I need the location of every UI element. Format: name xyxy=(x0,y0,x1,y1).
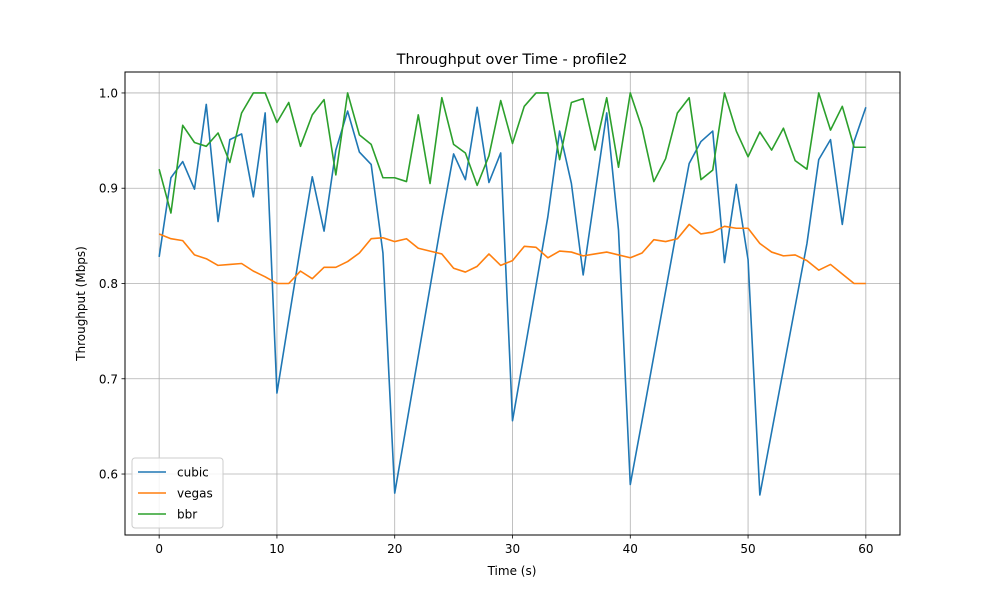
legend-label-bbr: bbr xyxy=(177,508,197,522)
y-tick-label: 0.8 xyxy=(99,277,118,291)
legend: cubic vegas bbr xyxy=(131,457,224,529)
y-tick-label: 0.6 xyxy=(99,468,118,482)
axes: 0 10 20 30 40 50 60 0.6 0.7 0.8 0.9 1.0 xyxy=(99,86,874,556)
y-axis-label: Throughput (Mbps) xyxy=(74,246,88,362)
grid xyxy=(125,72,900,535)
legend-label-cubic: cubic xyxy=(177,466,209,480)
x-tick-label: 60 xyxy=(858,542,873,556)
legend-box xyxy=(131,457,224,529)
chart-title: Throughput over Time - profile2 xyxy=(396,52,628,68)
x-tick-label: 50 xyxy=(740,542,755,556)
legend-label-vegas: vegas xyxy=(177,487,213,501)
x-tick-label: 20 xyxy=(387,542,402,556)
series-lines xyxy=(158,92,867,496)
x-tick-label: 10 xyxy=(269,542,284,556)
series-line-bbr xyxy=(158,92,866,214)
x-axis-label: Time (s) xyxy=(487,564,537,578)
y-tick-label: 0.9 xyxy=(99,182,118,196)
series-line-cubic xyxy=(158,103,867,496)
y-tick-label: 1.0 xyxy=(99,86,118,100)
x-tick-label: 40 xyxy=(623,542,638,556)
series-line-vegas xyxy=(158,223,866,285)
x-tick-label: 0 xyxy=(155,542,163,556)
y-tick-label: 0.7 xyxy=(99,372,118,386)
x-tick-label: 30 xyxy=(505,542,520,556)
